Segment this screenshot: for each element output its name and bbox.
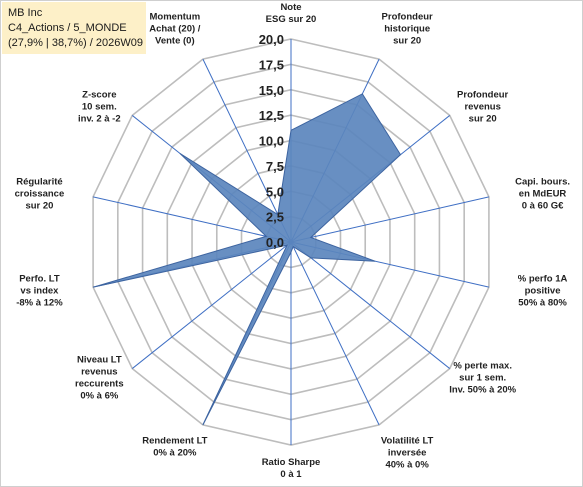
axis-spoke-12 bbox=[92, 196, 292, 243]
axis-label-13: Z-score 10 sem. inv. 2 à -2 bbox=[78, 90, 121, 125]
axis-spoke-14 bbox=[202, 58, 292, 243]
axis-label-14: Momentum Achat (20) / Vente (0) bbox=[149, 11, 201, 46]
axis-label-8: Ratio Sharpe 0 à 1 bbox=[262, 457, 321, 480]
axis-label-2: Profondeur historique sur 20 bbox=[382, 11, 433, 46]
axis-label-4: Capi. bours. en MdEUR 0 à 60 G€ bbox=[515, 177, 570, 212]
title-line-3: (27,9% | 38,7%) / 2026W09 bbox=[8, 37, 143, 49]
title-line-1: MB Inc bbox=[8, 7, 43, 19]
tick-label-5: 12,5 bbox=[259, 108, 284, 123]
axis-spoke-7 bbox=[290, 241, 380, 426]
axis-label-3: Profondeur revenus sur 20 bbox=[457, 90, 508, 125]
tick-label-1: 2,5 bbox=[266, 210, 284, 225]
axis-label-12: Régularité croissance sur 20 bbox=[15, 177, 65, 212]
tick-label-4: 10,0 bbox=[259, 134, 284, 149]
title-line-2: C4_Actions / 5_MONDE bbox=[8, 22, 127, 34]
axis-label-7: Volatilité LT inversée 40% à 0% bbox=[381, 436, 434, 471]
axis-spoke-10 bbox=[131, 241, 292, 369]
tick-label-8: 20,0 bbox=[259, 32, 284, 47]
axis-label-9: Rendement LT 0% à 20% bbox=[142, 436, 207, 459]
data-series-polygon bbox=[92, 93, 402, 426]
axis-label-6: % perte max. sur 1 sem. Inv. 50% à 20% bbox=[449, 360, 516, 395]
axis-label-10: Niveau LT revenus reccurents 0% à 6% bbox=[75, 354, 124, 401]
axis-label-11: Perfo. LT vs index -8% à 12% bbox=[16, 273, 63, 308]
tick-label-0: 0,0 bbox=[266, 235, 284, 250]
axis-label-1: Note ESG sur 20 bbox=[266, 2, 317, 25]
axis-label-5: % perfo 1A positive 50% à 80% bbox=[518, 273, 568, 308]
axis-spoke-4 bbox=[290, 196, 490, 243]
tick-label-7: 17,5 bbox=[259, 57, 284, 72]
tick-label-3: 7,5 bbox=[266, 159, 284, 174]
tick-label-2: 5,0 bbox=[266, 184, 284, 199]
axis-spoke-6 bbox=[290, 241, 451, 369]
chart-title-box: MB Inc C4_Actions / 5_MONDE (27,9% | 38,… bbox=[2, 2, 146, 54]
tick-label-6: 15,0 bbox=[259, 83, 284, 98]
